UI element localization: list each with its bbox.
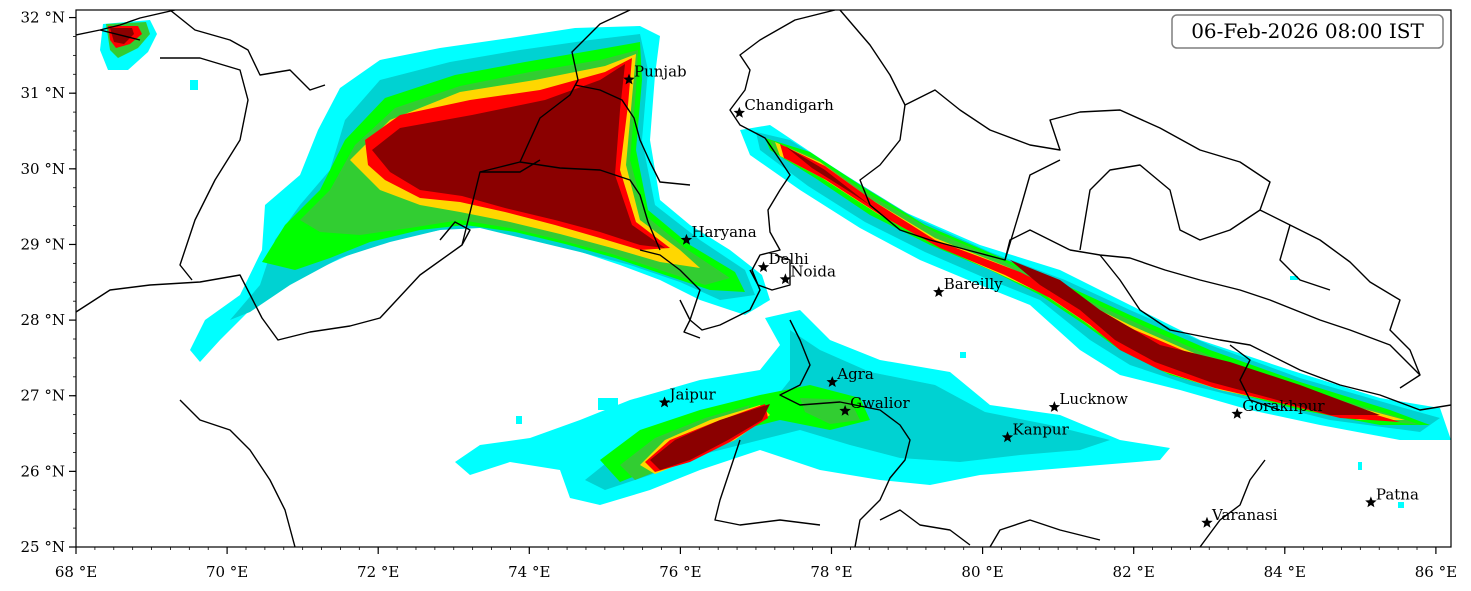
lon-tick-label: 84 °E [1264, 563, 1306, 581]
city-star-icon [1048, 401, 1061, 412]
lon-tick-label: 70 °E [206, 563, 248, 581]
city-label: Agra [836, 365, 874, 383]
city-kanpur: Kanpur [1001, 420, 1070, 443]
lon-tick-label: 80 °E [961, 563, 1003, 581]
plot-background [76, 10, 1451, 547]
lat-tick-label: 25 °N [21, 538, 65, 556]
city-star-icon [658, 396, 671, 408]
city-star-icon [757, 261, 770, 272]
lon-tick-label: 72 °E [357, 563, 399, 581]
city-chandigarh: Chandigarh [733, 96, 834, 118]
city-delhi: Delhi [757, 250, 809, 272]
city-bareilly: Bareilly [933, 275, 1003, 297]
lat-tick-label: 31 °N [21, 84, 65, 102]
city-haryana: Haryana [680, 223, 757, 245]
lon-tick-label: 74 °E [508, 563, 550, 581]
lon-tick-label: 68 °E [55, 563, 97, 581]
lon-tick-label: 78 °E [810, 563, 852, 581]
timestamp-box: 06-Feb-2026 08:00 IST [1171, 14, 1444, 49]
lat-tick-label: 26 °N [21, 462, 65, 480]
city-noida: Noida [779, 262, 836, 285]
lat-tick-label: 30 °N [21, 160, 65, 178]
city-star-icon [623, 73, 635, 85]
city-label: Gorakhpur [1242, 397, 1325, 415]
city-label: Kanpur [1013, 420, 1070, 438]
city-label: Haryana [691, 223, 756, 241]
timestamp-label: 06-Feb-2026 08:00 IST [1191, 19, 1424, 43]
city-varanasi: Varanasi [1201, 506, 1278, 528]
city-label: Jaipur [668, 386, 717, 404]
latitude-axis: 25 °N 26 °N 27 °N 28 °N 29 °N 30 °N 31 °N 32 °N [21, 9, 76, 556]
lon-tick-label: 82 °E [1113, 563, 1155, 581]
city-star-icon [1001, 431, 1014, 443]
contour-patch-nw [100, 20, 157, 70]
lon-tick-label: 76 °E [659, 563, 701, 581]
longitude-axis: 68 °E 70 °E 72 °E 74 °E 76 °E 78 °E 80 °E 82 °E… [55, 547, 1457, 581]
plot-frame [75, 9, 1452, 548]
city-label: Noida [790, 262, 836, 280]
city-star-icon [733, 106, 745, 118]
city-punjab: Punjab [623, 63, 687, 85]
city-label: Punjab [634, 63, 687, 81]
city-agra: Agra [826, 365, 874, 387]
contour-field [100, 20, 1451, 508]
lat-tick-label: 32 °N [21, 9, 65, 27]
contour-speckles [190, 80, 1404, 508]
country-state-borders [76, 10, 1451, 547]
city-patna: Patna [1365, 485, 1419, 508]
city-star-icon [680, 233, 693, 245]
city-label: Bareilly [944, 275, 1003, 293]
contour-system-punjab [190, 26, 770, 362]
lon-tick-label: 86 °E [1415, 563, 1457, 581]
city-star-icon [1201, 516, 1213, 528]
city-label: Lucknow [1059, 390, 1128, 408]
city-lucknow: Lucknow [1048, 390, 1128, 412]
lat-tick-label: 29 °N [21, 235, 65, 253]
city-gorakhpur: Gorakhpur [1231, 397, 1325, 419]
city-jaipur: Jaipur [658, 386, 717, 408]
city-star-icon [826, 376, 838, 387]
city-star-icon [933, 286, 945, 297]
city-star-icon [779, 273, 792, 285]
city-star-icon [1365, 496, 1377, 508]
city-label: Gwalior [850, 394, 910, 412]
city-label: Delhi [769, 250, 809, 268]
city-star-icon [1231, 407, 1243, 419]
city-star-icon [839, 404, 851, 416]
city-label: Chandigarh [744, 96, 834, 114]
timestamp-frame [1171, 14, 1444, 49]
lat-tick-label: 27 °N [21, 387, 65, 405]
city-label: Patna [1376, 485, 1419, 503]
city-label: Varanasi [1211, 506, 1278, 524]
city-gwalior: Gwalior [839, 394, 910, 416]
contour-band-himalaya [740, 125, 1451, 440]
lat-tick-label: 28 °N [21, 311, 65, 329]
